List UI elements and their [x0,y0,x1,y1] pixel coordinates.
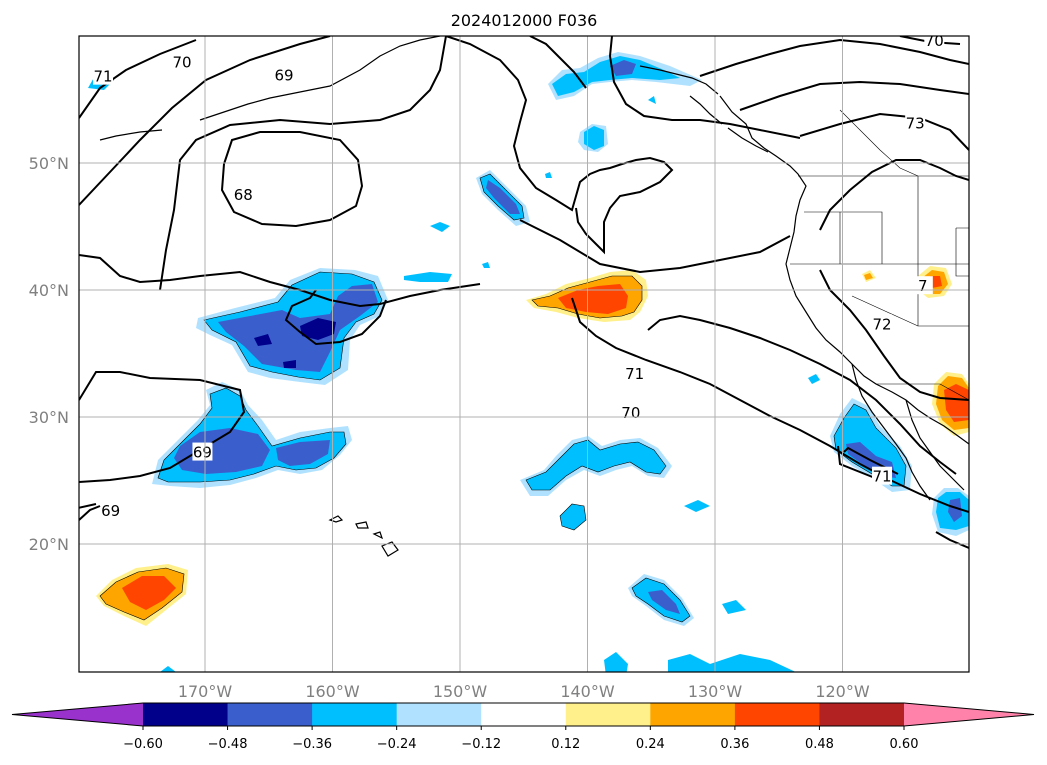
contour-label-bg [274,65,295,84]
axis-labels: 170°W 160°W 150°W 140°W 130°W 120°W 20°N 30°N 40… [29,154,870,701]
contour-label: 70 [925,32,944,50]
colorbar-swatch [565,703,651,726]
lon-tick-label: 120°W [815,682,870,701]
contour-label-bg [100,500,121,519]
map-content: 71 70 69 68 69 69 71 70 72 71 73 70 7 [79,32,969,672]
colorbar-extend-high [904,703,1034,726]
contour-label: 69 [193,444,212,462]
lat-tick-label: 50°N [29,154,69,173]
contour-label: 70 [173,54,192,72]
map-title: 2024012000 F036 [451,11,598,30]
lon-tick-label: 170°W [178,682,233,701]
contour-label: 71 [625,365,644,383]
contour-label: 71 [872,468,891,486]
colorbar-swatch [312,703,398,726]
colorbar-swatch [734,703,820,726]
colorbar-extend-low [12,703,143,726]
map-frame [78,35,970,673]
lon-tick-label: 150°W [433,682,488,701]
colorbar-tick-label: 0.60 [890,737,919,752]
colorbar: −0.60 −0.48 −0.36 −0.24 −0.12 0.12 0.24 0.36 0.4… [11,702,1035,752]
gridlines [79,36,969,672]
map-background [79,36,969,672]
contour-labels: 71 70 69 68 69 69 71 70 72 71 73 70 7 [93,32,945,520]
contour-label-bg [93,66,113,85]
colorbar-tick-label: 0.48 [805,737,834,752]
contour-label-bg [924,36,945,50]
colorbar-swatch [396,703,482,726]
contour-label-bg [172,52,193,71]
colorbar-tick-label: −0.12 [461,737,501,752]
contour-label: 68 [234,186,253,204]
colorbar-swatch [227,703,313,726]
lat-tick-label: 40°N [29,281,69,300]
contour-label: 70 [621,404,640,422]
lat-tick-label: 30°N [29,408,69,427]
lon-tick-label: 130°W [688,682,743,701]
borders [790,109,969,401]
colorbar-tick-label: −0.36 [292,737,332,752]
contour-label: 73 [906,115,925,133]
lat-tick-label: 20°N [29,535,69,554]
colorbar-swatch [819,703,905,726]
contour-label-bg [192,442,213,461]
contour-label: 69 [275,66,294,84]
colorbar-tick-label: −0.60 [123,737,163,752]
lon-tick-label: 140°W [560,682,615,701]
contour-label-bg [905,113,926,132]
lon-tick-label: 160°W [305,682,360,701]
colorbar-swatch [481,703,567,726]
contour-label: 7 [918,277,928,295]
contour-label: 71 [93,68,112,86]
contour-label-bg [233,184,254,203]
colorbar-tick-label: 0.36 [720,737,749,752]
colorbar-tick-label: 0.24 [636,737,665,752]
contour-lines [79,36,969,549]
colorbar-tick-label: −0.48 [208,737,248,752]
colorbar-tick-label: −0.24 [377,737,417,752]
colorbar-swatch [650,703,736,726]
colorbar-swatch [143,703,229,726]
colorbar-tick-label: 0.12 [551,737,580,752]
shading-outlines [99,173,907,623]
contour-label: 72 [872,315,891,333]
contour-label-bg [872,314,893,333]
contour-label-bg [624,363,645,382]
contour-label: 69 [101,502,120,520]
contour-label-bg [872,466,893,485]
